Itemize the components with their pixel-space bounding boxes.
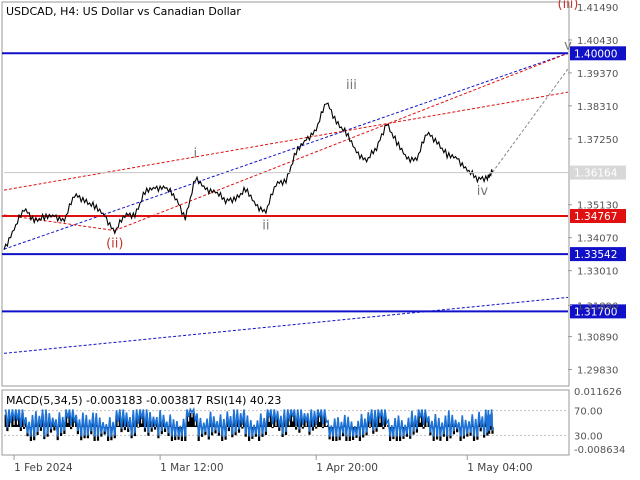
price-tick-label-1: 1.40430: [577, 36, 618, 47]
time-tick-label-2: 1 Apr 20:00: [316, 462, 378, 474]
wave-label-5: ii: [262, 219, 269, 234]
time-axis: 1 Feb 2024 1 Mar 12:00 1 Apr 20:00 1 May 04…: [13, 455, 533, 474]
wave-label-0: (iii): [558, 0, 579, 12]
price-line: [3, 102, 494, 250]
indicator-tick-2: 30.00: [574, 431, 603, 442]
time-tick-label-3: 1 May 04:00: [467, 462, 532, 474]
main-plot-frame: [1, 1, 570, 387]
price-tick-label-5: 1.35130: [577, 201, 618, 212]
level-label-bg-3: [570, 304, 626, 319]
wave-label-6: (ii): [106, 237, 123, 252]
chart-title: USDCAD, H4: US Dollar vs Canadian Dollar: [6, 5, 241, 18]
price-axis: 1.41490 1.40430 1.39370 1.38310 1.37250 1.351…: [568, 3, 618, 377]
horizontal-levels[interactable]: 1.40000 1.34767 1.33542 1.31700: [2, 46, 626, 319]
trend-lines: [3, 52, 569, 354]
price-tick-label-0: 1.41490: [577, 3, 618, 14]
trend-line-5: [492, 68, 569, 173]
level-label-bg-2: [570, 247, 626, 262]
wave-label-2: iii: [346, 78, 357, 93]
current-price-label: 1.36164: [574, 168, 618, 180]
level-label-3: 1.31700: [574, 306, 617, 318]
level-label-1: 1.34767: [574, 211, 617, 223]
price-tick-label-10: 1.29830: [577, 366, 618, 377]
wave-label-4: iv: [477, 184, 489, 199]
wave-label-3: i: [194, 146, 198, 161]
price-tick-label-2: 1.39370: [577, 69, 618, 80]
price-series: [3, 102, 494, 250]
current-price-line: 1.36164: [4, 165, 626, 180]
wave-label-1: v: [564, 38, 572, 53]
price-tick-label-9: 1.30890: [577, 333, 618, 344]
level-label-bg-0: [570, 46, 626, 61]
indicator-tick-1: 70.00: [574, 407, 603, 418]
rsi-line: [4, 407, 494, 437]
level-label-bg-1: [570, 209, 626, 224]
indicator-plot: 0.011626 70.00 30.00 -0.008634: [4, 387, 625, 456]
indicator-tick-0: 0.011626: [574, 387, 622, 398]
trend-line-3: [114, 52, 569, 232]
trend-line-1: [3, 91, 569, 191]
level-label-0: 1.40000: [574, 48, 617, 60]
price-tick-label-8: 1.31890: [577, 301, 618, 312]
trend-line-0: [3, 52, 569, 250]
trend-line-4: [3, 296, 569, 354]
price-tick-label-7: 1.33010: [577, 267, 618, 278]
price-tick-label-6: 1.34070: [577, 234, 618, 245]
price-tick-label-4: 1.37250: [577, 135, 618, 146]
trend-line-2: [3, 214, 115, 232]
indicator-label: MACD(5,34,5) -0.003183 -0.003817 RSI(14)…: [6, 394, 281, 407]
current-price-label-bg: [570, 165, 626, 180]
time-tick-label-1: 1 Mar 12:00: [160, 462, 223, 474]
price-tick-label-3: 1.38310: [577, 102, 618, 113]
level-label-2: 1.33542: [574, 249, 617, 261]
indicator-tick-3: -0.008634: [574, 445, 625, 456]
time-tick-label-0: 1 Feb 2024: [14, 462, 73, 474]
